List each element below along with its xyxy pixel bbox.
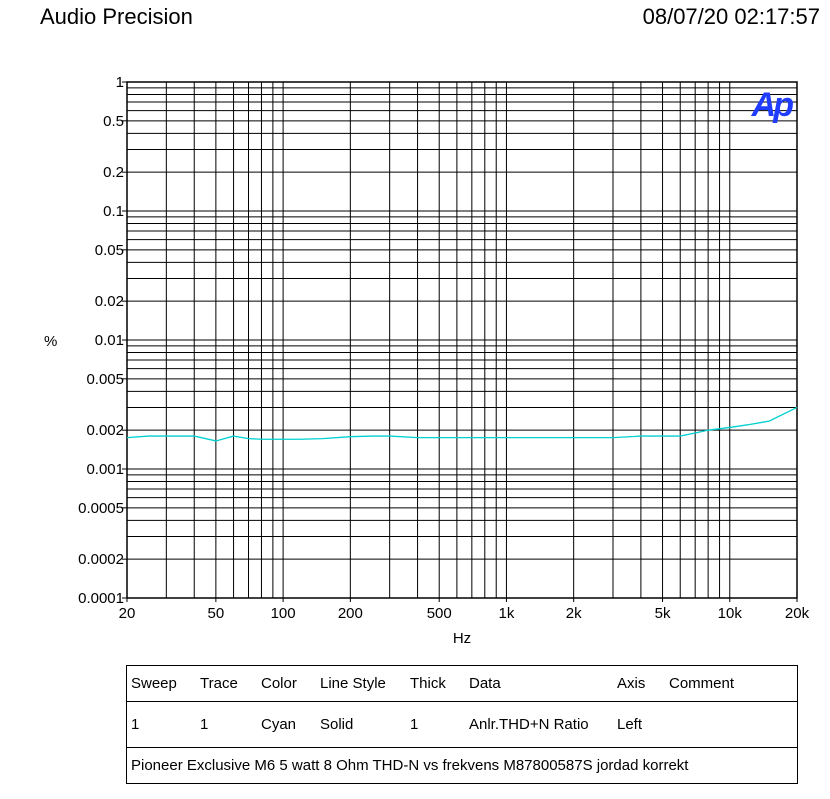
cell-trace: 1: [200, 716, 209, 733]
series-line: [126, 406, 798, 442]
y-tick-label: 0.002: [86, 422, 124, 439]
sweep-table: Sweep Trace Color Line Style Thick Data …: [126, 665, 798, 784]
y-tick-label: 0.01: [95, 332, 124, 349]
y-tick-label: 0.001: [86, 461, 124, 478]
y-tick-label: 0.5: [103, 113, 124, 130]
table-comment-row: Pioneer Exclusive M6 5 watt 8 Ohm THD-N …: [127, 748, 797, 783]
comment-text: Pioneer Exclusive M6 5 watt 8 Ohm THD-N …: [131, 757, 689, 774]
cell-thick: 1: [410, 716, 419, 733]
x-tick-label: 50: [208, 605, 225, 622]
cell-data: Anlr.THD+N Ratio: [469, 716, 589, 733]
col-thick: Thick: [410, 675, 446, 692]
y-tick-label: 0.2: [103, 164, 124, 181]
plot-frame: [126, 81, 798, 599]
y-tick-label: 0.0001: [78, 590, 124, 607]
y-tick-label: 0.005: [86, 371, 124, 388]
x-tick-label: 500: [427, 605, 452, 622]
x-tick-label: 20k: [785, 605, 810, 622]
y-tick-label: 0.05: [95, 242, 124, 259]
ap-logo: Ap: [751, 86, 794, 124]
y-tick-label: 0.1: [103, 203, 124, 220]
col-line-style: Line Style: [320, 675, 386, 692]
header-timestamp: 08/07/20 02:17:57: [642, 4, 820, 29]
y-axis-label: %: [44, 333, 57, 350]
cell-line-style: Solid: [320, 716, 354, 733]
y-tick-label: 0.02: [95, 293, 124, 310]
table-row: 1 1 Cyan Solid 1 Anlr.THD+N Ratio Left: [127, 702, 797, 748]
x-axis-label: Hz: [453, 630, 471, 647]
col-trace: Trace: [200, 675, 238, 692]
x-tick-label: 2k: [566, 605, 582, 622]
y-tick-label: 0.0002: [78, 551, 124, 568]
cell-sweep: 1: [131, 716, 140, 733]
x-tick-label: 20: [119, 605, 136, 622]
x-tick-label: 100: [271, 605, 296, 622]
col-comment: Comment: [669, 675, 735, 692]
x-tick-label: 200: [338, 605, 363, 622]
y-tick-label: 0.0005: [78, 500, 124, 517]
header-title: Audio Precision: [40, 4, 193, 29]
col-data: Data: [469, 675, 501, 692]
col-axis: Axis: [617, 675, 646, 692]
cell-color: Cyan: [261, 716, 297, 733]
x-tick-label: 10k: [718, 605, 743, 622]
y-tick-label: 1: [116, 74, 124, 91]
thd-chart: 1 0.5 0.2 0.1 0.05 0.02 0.01 0.005 0.002 0.001 0.0…: [44, 74, 810, 647]
table-header-row: Sweep Trace Color Line Style Thick Data …: [127, 666, 797, 702]
x-tick-label: 5k: [655, 605, 671, 622]
col-color: Color: [261, 675, 297, 692]
col-sweep: Sweep: [131, 675, 177, 692]
x-tick-label: 1k: [499, 605, 515, 622]
cell-axis: Left: [617, 716, 643, 733]
